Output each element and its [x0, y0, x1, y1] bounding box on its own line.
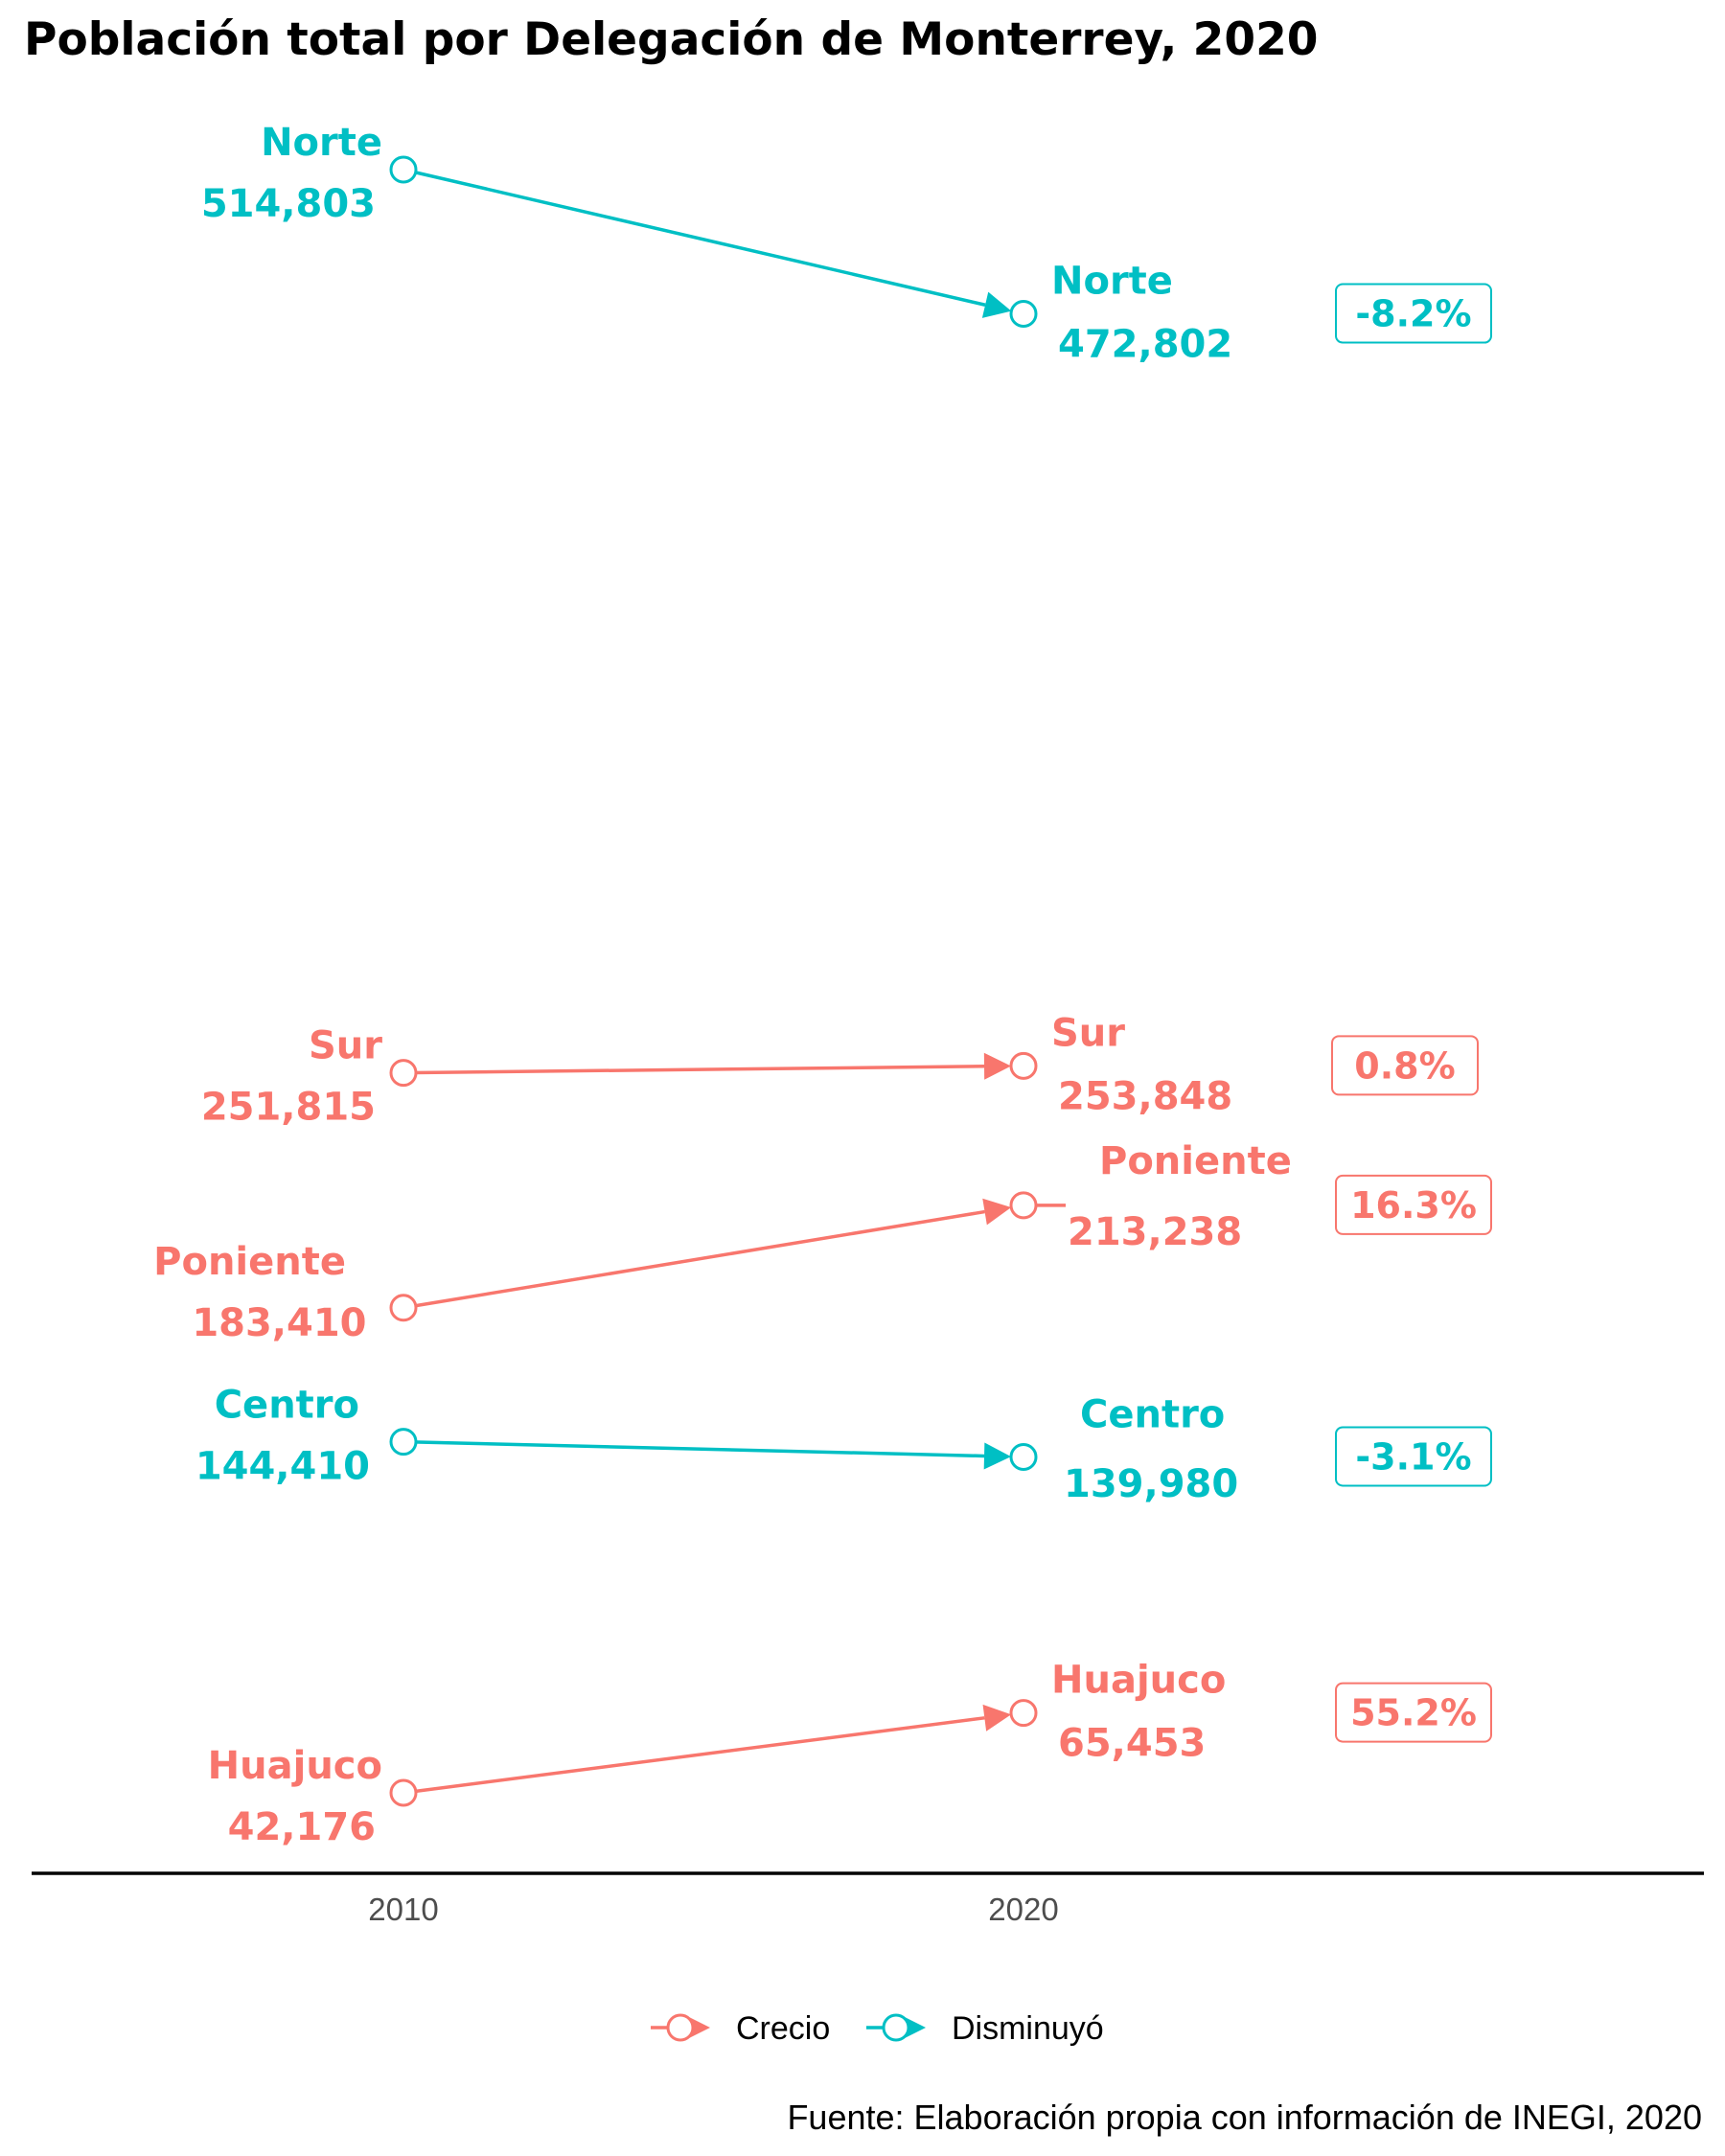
chart-caption: Fuente: Elaboración propia con informaci… [787, 2098, 1702, 2137]
label-2020-name-sur: Sur [1051, 1011, 1125, 1055]
label-2020-name-centro: Centro [1080, 1392, 1225, 1436]
point-2020-huajuco [1009, 1699, 1038, 1728]
label-2020-value-poniente: 213,238 [1068, 1210, 1242, 1254]
point-2010-huajuco [389, 1778, 418, 1807]
point-2010-sur [389, 1059, 418, 1088]
label-2010-name-centro: Centro [215, 1384, 359, 1428]
x-tick-2020: 2020 [988, 1892, 1058, 1927]
label-2020-value-sur: 253,848 [1058, 1074, 1232, 1118]
change-badge-poniente [1335, 1174, 1492, 1235]
point-2010-poniente [389, 1294, 418, 1322]
label-2020-value-centro: 139,980 [1064, 1462, 1238, 1506]
series-norte: Norte 514,803 Norte 472,802 -8.2% [201, 121, 1492, 367]
change-label-huajuco: 55.2% [1350, 1692, 1477, 1734]
series-centro: Centro 144,410 Centro 139,980 -3.1% [196, 1384, 1492, 1506]
series-huajuco: Huajuco 42,176 Huajuco 65,453 55.2% [208, 1659, 1492, 1849]
change-badge-norte [1335, 283, 1492, 344]
point-2020-centro [1009, 1442, 1038, 1471]
legend: Crecio Disminuyó [651, 2010, 1104, 2047]
arrow-line-poniente [402, 1209, 985, 1310]
arrow-head-norte [981, 291, 1012, 318]
label-2020-value-huajuco: 65,453 [1058, 1722, 1206, 1766]
legend-item-disminuyo: Disminuyó [866, 2010, 1104, 2047]
legend-key-point [666, 2013, 695, 2042]
arrow-head-centro [983, 1442, 1012, 1470]
arrow-line-sur [402, 1065, 985, 1075]
arrow-line-norte [402, 168, 986, 307]
change-badge-sur [1331, 1035, 1479, 1096]
legend-item-crecio: Crecio [651, 2010, 830, 2047]
change-badge-huajuco [1335, 1682, 1492, 1743]
change-badge-centro [1335, 1426, 1492, 1487]
series-layer: Norte514,803Norte472,802-8.2%Sur251,815S… [153, 121, 1492, 1849]
label-2010-value-poniente: 183,410 [192, 1301, 366, 1345]
point-2010-centro [389, 1428, 418, 1456]
chart-title: Población total por Delegación de Monter… [24, 13, 1319, 66]
change-label-sur: 0.8% [1354, 1044, 1455, 1087]
change-label-centro: -3.1% [1355, 1435, 1471, 1478]
arrow-line-centro [402, 1439, 985, 1458]
legend-label: Disminuyó [952, 2010, 1104, 2047]
change-label-poniente: 16.3% [1350, 1184, 1477, 1227]
label-2010-value-norte: 514,803 [201, 182, 376, 226]
legend-key-point [882, 2013, 910, 2042]
label-2020-value-norte: 472,802 [1058, 323, 1232, 367]
arrow-head-poniente [982, 1198, 1012, 1226]
point-2020-sur [1009, 1051, 1038, 1080]
label-2010-name-norte: Norte [261, 121, 382, 165]
label-2010-name-huajuco: Huajuco [208, 1744, 382, 1788]
series-sur: Sur 251,815 Sur 253,848 0.8% [201, 1011, 1479, 1130]
change-label-norte: -8.2% [1355, 293, 1471, 335]
label-2020-name-poniente: Poniente [1099, 1139, 1292, 1183]
x-tick-2010: 2010 [368, 1892, 438, 1927]
legend-label: Crecio [736, 2010, 830, 2047]
label-2010-name-poniente: Poniente [153, 1240, 346, 1284]
arrow-line-huajuco [402, 1716, 985, 1795]
label-2010-name-sur: Sur [309, 1024, 382, 1068]
series-poniente: Poniente 183,410 Poniente 213,238 16.3% [153, 1139, 1492, 1345]
arrow-head-huajuco [982, 1704, 1012, 1732]
label-2010-value-huajuco: 42,176 [228, 1805, 376, 1849]
label-2020-name-norte: Norte [1051, 260, 1173, 304]
arrow-head-sur [983, 1052, 1012, 1080]
label-2010-value-sur: 251,815 [201, 1086, 376, 1130]
point-2010-norte [389, 155, 418, 184]
label-2010-value-centro: 144,410 [196, 1445, 370, 1489]
x-axis-ticks: 2010 2020 [368, 1892, 1058, 1927]
label-2020-name-huajuco: Huajuco [1051, 1659, 1226, 1703]
point-2020-poniente [1009, 1191, 1038, 1220]
point-2020-norte [1009, 300, 1038, 329]
